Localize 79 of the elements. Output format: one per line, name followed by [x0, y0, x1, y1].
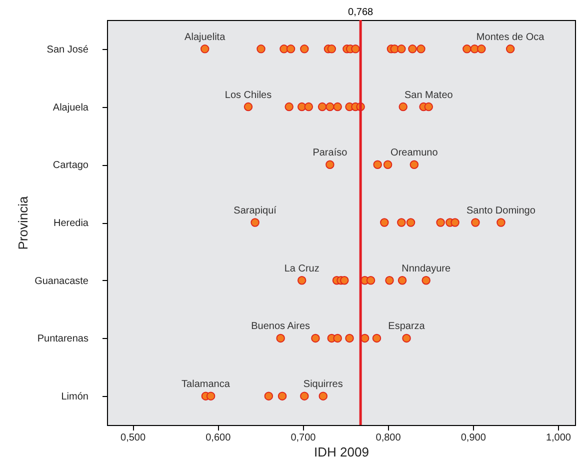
point [333, 334, 342, 343]
point [351, 44, 360, 54]
x-tick-label: 1,000 [546, 432, 572, 444]
annotation: Paraíso [312, 148, 348, 159]
point [402, 334, 411, 343]
x-tick-label: 0,600 [206, 432, 232, 444]
y-axis-title: Provincia [16, 196, 31, 250]
annotation: Talamanca [182, 379, 230, 390]
y-tick-label: Alajuela [52, 102, 89, 114]
point [284, 102, 294, 112]
point [318, 392, 328, 400]
point [410, 160, 419, 170]
point [397, 44, 406, 54]
point [256, 44, 266, 54]
x-tick-label: 0,700 [290, 432, 316, 444]
annotation: Siquirres [303, 379, 343, 390]
ref-line-label: 0,768 [348, 7, 374, 18]
y-tick-label: Puntarenas [37, 334, 88, 345]
annotation: Alajuelita [184, 32, 226, 43]
point [398, 276, 407, 285]
x-tick-label: 0,900 [460, 432, 486, 444]
y-tick-label: Guanacaste [34, 276, 89, 287]
point [416, 44, 426, 54]
point [462, 44, 472, 54]
point [380, 218, 389, 227]
point [424, 102, 434, 112]
y-tick-label: Cartago [52, 160, 89, 172]
annotation: Nnndayure [402, 263, 451, 274]
y-tick-label: San José [46, 44, 89, 56]
annotation: Santo Domingo [466, 206, 536, 216]
annotation: Los Chiles [224, 90, 272, 101]
x-tick-label: 0,500 [120, 432, 146, 444]
point [333, 102, 342, 112]
annotation: Sarapiquí [234, 206, 277, 216]
x-axis-title: IDH 2009 [314, 444, 369, 459]
point [318, 102, 327, 112]
point [300, 44, 309, 54]
point [422, 276, 430, 285]
point [383, 160, 392, 170]
point [506, 44, 515, 54]
point [250, 218, 260, 227]
annotation: San Mateo [404, 90, 454, 101]
point [345, 334, 354, 343]
point [311, 334, 320, 343]
annotation: Buenos Aires [251, 321, 310, 332]
point [300, 392, 309, 400]
point [326, 160, 334, 170]
point [244, 102, 253, 112]
point [385, 276, 394, 285]
x-tick-label: 0,800 [376, 432, 402, 444]
y-tick-label: Limón [61, 392, 88, 403]
point [406, 218, 416, 227]
y-tick-label: Heredia [53, 218, 89, 229]
point [408, 44, 417, 54]
annotation: Esparza [388, 321, 426, 332]
point [471, 218, 480, 227]
annotation: Montes de Oca [476, 32, 545, 43]
point [373, 160, 382, 170]
point [286, 44, 296, 54]
point [496, 218, 506, 227]
point [264, 392, 274, 400]
point [304, 102, 314, 112]
point [340, 276, 349, 285]
point [326, 102, 334, 112]
point [477, 44, 486, 54]
point [450, 218, 460, 227]
point [366, 276, 376, 285]
point [206, 392, 216, 400]
point [398, 102, 408, 112]
annotation: Oreamuno [390, 148, 438, 159]
point [297, 276, 306, 285]
point [200, 44, 210, 54]
point [397, 218, 406, 227]
point [278, 392, 287, 400]
point [276, 334, 285, 343]
point [436, 218, 445, 227]
point [327, 44, 336, 54]
point [372, 334, 382, 343]
annotation: La Cruz [284, 263, 320, 274]
